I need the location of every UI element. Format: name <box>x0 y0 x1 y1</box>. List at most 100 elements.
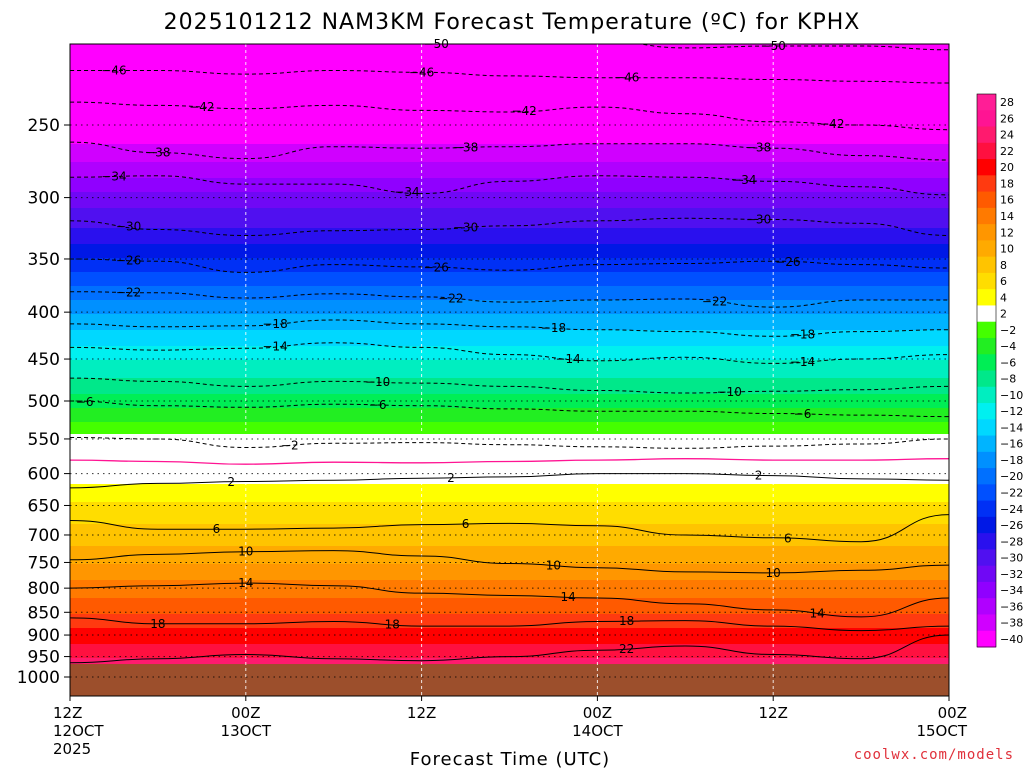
y-tick-label: 800 <box>28 579 60 599</box>
temperature-band <box>70 238 949 241</box>
temperature-band <box>70 386 949 389</box>
temperature-band <box>70 178 949 181</box>
temperature-band <box>70 230 949 233</box>
temperature-band <box>70 282 949 285</box>
colorbar-label: −34 <box>1000 584 1023 597</box>
temperature-band <box>70 158 949 161</box>
temperature-band <box>70 470 949 473</box>
temperature-band <box>70 50 949 53</box>
x-tick-label: 14OCT <box>572 722 623 740</box>
colorbar-label: −32 <box>1000 568 1023 581</box>
contour-label: −22 <box>702 295 727 309</box>
temperature-band <box>70 254 949 257</box>
colorbar-label: −20 <box>1000 470 1023 483</box>
temperature-band <box>70 242 949 245</box>
temperature-band <box>70 148 949 151</box>
temperature-band <box>70 576 949 579</box>
temperature-band <box>70 566 949 569</box>
temperature-band <box>70 192 949 195</box>
temperature-band <box>70 610 949 613</box>
colorbar-label: 12 <box>1000 226 1014 239</box>
temperature-band <box>70 652 949 655</box>
colorbar-swatch <box>977 337 996 355</box>
temperature-band <box>70 388 949 391</box>
temperature-band <box>70 276 949 279</box>
temperature-band <box>70 506 949 509</box>
temperature-band <box>70 512 949 515</box>
contour-line <box>70 617 949 632</box>
temperature-band <box>70 426 949 429</box>
colorbar-swatch <box>977 565 996 583</box>
x-tick-label: 13OCT <box>221 722 272 740</box>
colorbar-swatch <box>977 354 996 371</box>
temperature-band <box>70 346 949 349</box>
colorbar-swatch <box>977 598 996 615</box>
temperature-band <box>70 456 949 459</box>
temperature-band <box>70 482 949 485</box>
temperature-band <box>70 74 949 77</box>
temperature-band <box>70 278 949 281</box>
temperature-band <box>70 98 949 101</box>
freezing-level-line <box>70 458 949 465</box>
temperature-band <box>70 660 949 663</box>
x-tick-label: 00Z <box>231 704 260 722</box>
temperature-band <box>70 560 949 563</box>
temperature-band <box>70 72 949 75</box>
temperature-band <box>70 96 949 99</box>
contour-label: −22 <box>116 285 141 299</box>
temperature-band <box>70 658 949 661</box>
colorbar-swatch <box>977 468 996 485</box>
temperature-band <box>70 128 949 131</box>
temperature-band <box>70 564 949 567</box>
colorbar-swatch <box>977 207 996 225</box>
temperature-band <box>70 312 949 315</box>
temperature-band <box>70 204 949 207</box>
plot-frame <box>69 43 950 697</box>
contour-label: 14 <box>810 606 825 620</box>
contour-label: −2 <box>281 438 299 452</box>
contour-label: −26 <box>775 255 800 269</box>
colorbar-swatch <box>977 110 996 128</box>
temperature-band <box>70 626 949 629</box>
temperature-band <box>70 136 949 139</box>
colorbar-swatch <box>977 403 996 420</box>
contour-label: 2 <box>755 468 763 482</box>
temperature-band <box>70 418 949 421</box>
temperature-band <box>70 184 949 187</box>
temperature-band <box>70 308 949 311</box>
colorbar-label: 28 <box>1000 96 1014 109</box>
colorbar: 28 26 24 22 20 18 16 14 12 10 8 6 4 2 −2 −4 −6 −8 −10 −12 −1… <box>976 93 1023 648</box>
temperature-band <box>70 406 949 409</box>
temperature-band <box>70 396 949 399</box>
contour-label: −38 <box>746 140 771 154</box>
temperature-band <box>70 474 949 477</box>
temperature-band <box>70 588 949 591</box>
temperature-band <box>70 280 949 283</box>
temperature-band <box>70 352 949 355</box>
temperature-band <box>70 378 949 381</box>
contour-line <box>70 141 949 161</box>
contour-label: −34 <box>731 173 756 187</box>
temperature-band <box>70 316 949 319</box>
temperature-band <box>70 614 949 617</box>
temperature-band <box>70 232 949 235</box>
temperature-band <box>70 650 949 653</box>
temperature-band <box>70 486 949 489</box>
colorbar-swatch <box>977 159 996 176</box>
temperature-band <box>70 410 949 413</box>
temperature-band <box>70 76 949 79</box>
temperature-band <box>70 420 949 423</box>
temperature-band <box>70 468 949 471</box>
contour-label: 6 <box>784 531 792 545</box>
credit-link[interactable]: coolwx.com/models <box>854 747 1014 763</box>
temperature-band <box>70 118 949 121</box>
contour-label: 14 <box>238 576 253 590</box>
temperature-band <box>70 586 949 589</box>
temperature-band <box>70 430 949 433</box>
temperature-band <box>70 234 949 237</box>
contour-label: −26 <box>116 253 141 267</box>
x-tick-label: 15OCT <box>916 722 967 740</box>
temperature-band <box>70 122 949 125</box>
temperature-band <box>70 70 949 73</box>
temperature-band <box>70 174 949 177</box>
